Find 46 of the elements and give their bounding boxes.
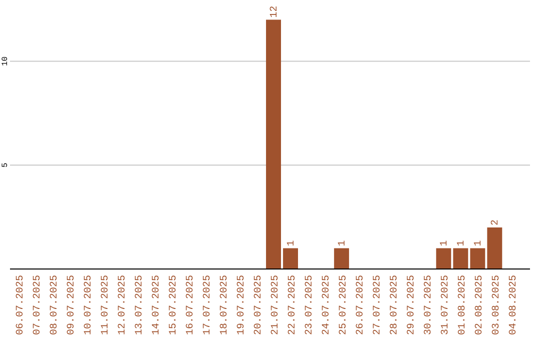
- data-label: 1: [456, 240, 468, 246]
- x-tick-label: 31.07.2025: [440, 275, 452, 336]
- x-tick-label: 17.07.2025: [202, 275, 214, 336]
- x-tick-label: 04.08.2025: [508, 275, 520, 336]
- bar: [334, 248, 350, 269]
- x-tick-label: 20.07.2025: [253, 275, 264, 336]
- bar: [487, 227, 502, 269]
- x-tick-label: 18.07.2025: [219, 275, 230, 336]
- x-tick-label: 21.07.2025: [270, 275, 282, 336]
- data-label: 1: [474, 240, 485, 246]
- x-tick-label: 22.07.2025: [288, 275, 299, 336]
- data-label: 2: [490, 219, 502, 226]
- x-tick-label: 15.07.2025: [168, 275, 180, 336]
- x-tick-label: 01.08.2025: [458, 275, 469, 336]
- y-tick-label: 5: [1, 162, 10, 168]
- x-tick-label: 30.07.2025: [424, 275, 435, 336]
- data-label: 1: [338, 240, 349, 246]
- bar: [266, 20, 281, 269]
- bar: [453, 248, 468, 269]
- data-label: 1: [286, 240, 298, 246]
- x-tick-label: 11.07.2025: [100, 275, 112, 336]
- x-tick-label: 26.07.2025: [356, 275, 367, 336]
- x-tick-label: 13.07.2025: [134, 275, 146, 336]
- x-tick-label: 10.07.2025: [83, 275, 94, 336]
- x-tick-label: 08.07.2025: [49, 275, 60, 336]
- x-tick-label: 24.07.2025: [322, 275, 333, 336]
- x-tick-label: 12.07.2025: [117, 275, 128, 336]
- x-tick-label: 19.07.2025: [236, 275, 248, 336]
- bar: [470, 248, 486, 269]
- x-tick-label: 07.07.2025: [32, 275, 44, 336]
- x-tick-label: 25.07.2025: [338, 275, 350, 336]
- x-tick-label: 23.07.2025: [304, 275, 316, 336]
- x-tick-label: 02.08.2025: [474, 275, 486, 336]
- x-tick-label: 06.07.2025: [15, 275, 26, 336]
- y-tick-label: 10: [1, 56, 10, 66]
- x-tick-label: 29.07.2025: [406, 275, 418, 336]
- data-label: 1: [440, 240, 451, 246]
- x-tick-label: 16.07.2025: [185, 275, 196, 336]
- bar: [283, 248, 298, 269]
- data-label: 12: [270, 6, 281, 18]
- x-tick-label: 03.08.2025: [492, 275, 503, 336]
- x-tick-label: 27.07.2025: [372, 275, 384, 336]
- x-tick-label: 09.07.2025: [66, 275, 78, 336]
- x-tick-label: 14.07.2025: [151, 275, 162, 336]
- bar: [436, 248, 452, 269]
- x-tick-label: 28.07.2025: [390, 275, 401, 336]
